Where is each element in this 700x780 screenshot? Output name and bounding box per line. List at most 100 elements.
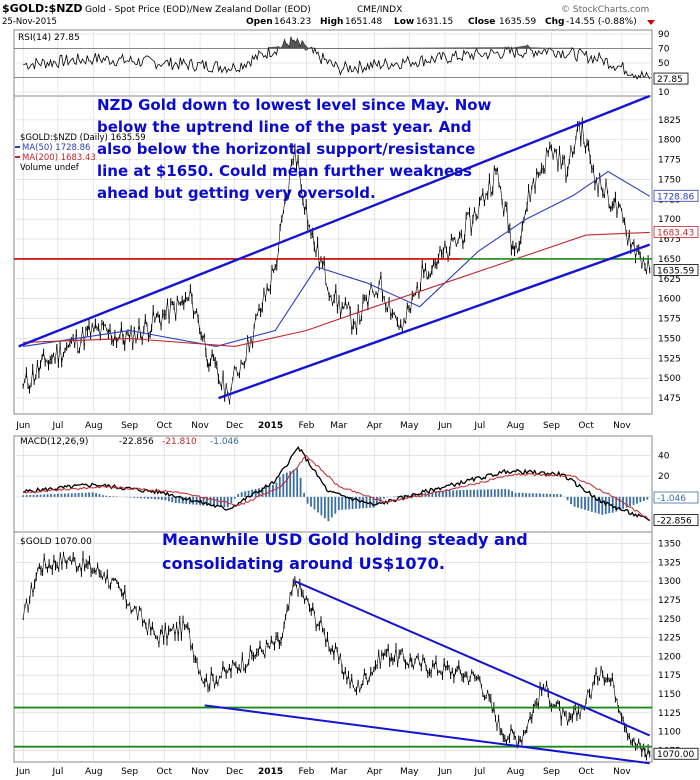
x-tick-label-usd: Aug xyxy=(507,767,525,777)
usd-note-line-2: consolidating around US$1070. xyxy=(162,554,445,573)
x-tick-label-usd: Oct xyxy=(578,767,594,777)
header-exchange: CME/INDX xyxy=(357,5,402,15)
y-tick-label-usd: 1200 xyxy=(658,652,681,662)
x-tick-label-usd: 2015 xyxy=(258,767,283,777)
x-tick-label-nzd: Oct xyxy=(578,421,594,431)
rsi-legend: RSI(14) 27.85 xyxy=(18,33,80,43)
x-tick-label-nzd: Nov xyxy=(613,421,631,431)
x-tick-label-usd: Nov xyxy=(191,767,209,777)
x-tick-label-usd: Apr xyxy=(367,767,383,777)
nzd-note-line-5: ahead but getting very oversold. xyxy=(97,184,376,202)
nzd-legend-ma50: MA(50) 1728.86 xyxy=(22,143,90,153)
macd-line xyxy=(23,445,650,522)
y-tick-label-nzd: 1525 xyxy=(658,354,681,364)
panel-frame-macd xyxy=(13,435,653,533)
x-tick-label-nzd: Nov xyxy=(191,421,209,431)
x-tick-label-nzd: Jul xyxy=(473,421,485,431)
rsi-last-label: 27.85 xyxy=(657,75,683,85)
nzd-last-close: 1635.59 xyxy=(657,266,694,276)
usd-trendline-2 xyxy=(204,704,650,765)
x-tick-label-usd: Jul xyxy=(51,767,63,777)
low-label: Low xyxy=(394,17,414,27)
usd-annotation: Meanwhile USD Gold holding steady and co… xyxy=(162,530,528,573)
y-tick-label-nzd: 1650 xyxy=(658,255,681,265)
close-label: Close xyxy=(468,17,495,27)
usd-last-close-box xyxy=(653,747,699,760)
x-tick-label-nzd: Jun xyxy=(437,421,452,431)
y-tick-label-macd: 40 xyxy=(658,452,670,462)
x-tick-label-nzd: Oct xyxy=(156,421,172,431)
y-tick-label-nzd: 1775 xyxy=(658,156,681,166)
ohlc-readout: Open 1643.23 High 1651.48 Low 1631.15 Cl… xyxy=(246,17,655,27)
usd-trendline-1 xyxy=(294,580,651,737)
high-value: 1651.48 xyxy=(345,17,382,27)
x-tick-label-usd: Sep xyxy=(121,767,138,777)
x-tick-label-nzd: Sep xyxy=(121,421,138,431)
x-tick-label-usd: Jun xyxy=(15,767,30,777)
x-tick-label-nzd: Jul xyxy=(51,421,63,431)
y-tick-label-usd: 1150 xyxy=(658,690,681,700)
nzd-note-line-1: NZD Gold down to lowest level since May.… xyxy=(97,96,492,114)
y-tick-label-nzd: 1750 xyxy=(658,175,681,185)
y-tick-label-nzd: 1550 xyxy=(658,334,681,344)
header-symbol: $GOLD:$NZD xyxy=(2,2,83,15)
x-tick-label-usd: Jun xyxy=(437,767,452,777)
y-tick-label-usd: 1100 xyxy=(658,728,681,738)
macd-legend-label: MACD(12,26,9) xyxy=(20,437,88,447)
nzd-last-ma50-box xyxy=(653,189,699,202)
x-tick-label-usd: Sep xyxy=(543,767,560,777)
x-tick-label-nzd: Aug xyxy=(507,421,525,431)
nzd-price-line xyxy=(22,122,650,403)
ma200-line xyxy=(23,231,650,347)
y-tick-label-usd: 1225 xyxy=(658,634,681,644)
y-tick-label-usd: 1350 xyxy=(658,540,681,550)
nzd-last-ma200: 1683.43 xyxy=(657,228,694,238)
open-label: Open xyxy=(246,17,273,27)
y-tick-label-nzd: 1825 xyxy=(658,116,681,126)
nzd-last-ma200-box xyxy=(653,226,699,238)
macd-last-hist-box xyxy=(653,491,699,504)
y-tick-label-usd: 1275 xyxy=(658,596,681,606)
y-tick-label-rsi: 10 xyxy=(658,88,670,98)
rsi-last-label-box xyxy=(653,72,689,85)
nzd-note-line-4: line at $1650. Could mean further weakne… xyxy=(97,162,472,180)
x-tick-label-nzd: Feb xyxy=(298,421,314,431)
watermark: © StockCharts.com xyxy=(561,5,649,15)
x-tick-label-usd: Dec xyxy=(226,767,243,777)
nzd-note-line-3: also below the horizontal support/resist… xyxy=(97,140,475,158)
y-tick-label-nzd: 1475 xyxy=(658,394,681,404)
nzd-last-ma50: 1728.86 xyxy=(657,192,694,202)
y-tick-label-nzd: 1800 xyxy=(658,136,681,146)
y-tick-label-usd: 1175 xyxy=(658,671,681,681)
macd-legend-signal: -21.810 xyxy=(162,437,197,447)
nzd-legend-ma200: MA(200) 1683.43 xyxy=(22,153,96,163)
x-tick-label-nzd: Aug xyxy=(85,421,103,431)
x-tick-label-nzd: 2015 xyxy=(258,421,283,431)
y-tick-label-usd: 1125 xyxy=(658,709,681,719)
down-arrow-icon xyxy=(647,20,655,25)
nzd-note-line-2: below the uptrend line of the past year.… xyxy=(97,118,472,136)
x-tick-label-usd: Jul xyxy=(473,767,485,777)
y-tick-label-rsi: 70 xyxy=(658,45,670,55)
header-date: 25-Nov-2015 xyxy=(2,17,57,27)
usd-note-line-1: Meanwhile USD Gold holding steady and xyxy=(162,530,528,549)
usd-legend: $GOLD 1070.00 xyxy=(20,537,92,547)
x-tick-label-usd: Aug xyxy=(85,767,103,777)
close-value: 1635.59 xyxy=(499,17,536,27)
nzd-legend-volume: Volume undef xyxy=(20,163,80,173)
nzd-trendline-2 xyxy=(218,243,651,400)
x-tick-label-nzd: Apr xyxy=(367,421,383,431)
y-tick-label-usd: 1300 xyxy=(658,577,681,587)
y-tick-label-nzd: 1675 xyxy=(658,235,681,245)
usd-last-close: 1070.00 xyxy=(657,750,694,760)
nzd-annotation: NZD Gold down to lowest level since May.… xyxy=(97,96,492,202)
macd-last-hist: -1.046 xyxy=(657,494,686,504)
y-tick-label-macd: 20 xyxy=(658,472,670,482)
y-tick-label-nzd: 1700 xyxy=(658,215,681,225)
y-tick-label-nzd: 1600 xyxy=(658,295,681,305)
y-tick-label-nzd: 1575 xyxy=(658,315,681,325)
x-tick-label-nzd: May xyxy=(400,421,419,431)
axis-layer: Jun Jun Jul Jul Aug Aug Sep Sep Oct Oct Nov Nov Dec D… xyxy=(15,30,699,777)
panel-frames xyxy=(13,29,653,763)
